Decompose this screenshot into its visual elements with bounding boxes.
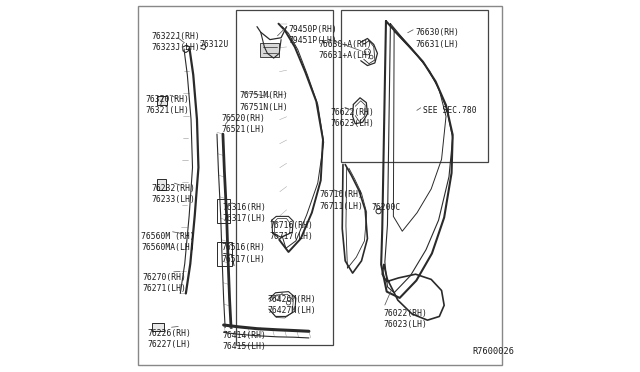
Text: 76414(RH)
76415(LH): 76414(RH) 76415(LH) xyxy=(223,331,267,352)
Text: 76622(RH)
76623(LH): 76622(RH) 76623(LH) xyxy=(330,108,374,128)
Text: 76630+A(RH)
76631+A(LH): 76630+A(RH) 76631+A(LH) xyxy=(318,39,372,60)
Text: 76520(RH)
76521(LH): 76520(RH) 76521(LH) xyxy=(222,114,266,134)
Bar xyxy=(236,10,333,344)
Text: 76320(RH)
76321(LH): 76320(RH) 76321(LH) xyxy=(145,95,189,115)
Text: 79450P(RH)
79451P(LH): 79450P(RH) 79451P(LH) xyxy=(289,25,337,45)
Bar xyxy=(342,10,488,162)
Text: 76226(RH)
76227(LH): 76226(RH) 76227(LH) xyxy=(148,329,191,349)
Text: 76232(RH)
76233(LH): 76232(RH) 76233(LH) xyxy=(152,184,195,204)
Text: 76751M(RH)
76751N(LH): 76751M(RH) 76751N(LH) xyxy=(239,92,289,112)
Text: 76270(RH)
76271(LH): 76270(RH) 76271(LH) xyxy=(143,273,187,293)
Text: 76022(RH)
76023(LH): 76022(RH) 76023(LH) xyxy=(384,309,428,329)
Text: 76710(RH)
76711(LH): 76710(RH) 76711(LH) xyxy=(319,190,363,211)
Bar xyxy=(157,179,166,190)
Text: 76630(RH)
76631(LH): 76630(RH) 76631(LH) xyxy=(415,29,460,49)
Text: 76716(RH)
76717(LH): 76716(RH) 76717(LH) xyxy=(269,221,313,241)
Text: 76560M (RH)
76560MA(LH): 76560M (RH) 76560MA(LH) xyxy=(141,232,195,253)
Text: 76516(RH)
76517(LH): 76516(RH) 76517(LH) xyxy=(222,243,266,263)
Text: R7600026: R7600026 xyxy=(473,347,515,356)
Text: SEE SEC.780: SEE SEC.780 xyxy=(423,106,477,115)
Bar xyxy=(260,43,279,57)
Bar xyxy=(217,241,232,266)
Text: 76426M(RH)
76427M(LH): 76426M(RH) 76427M(LH) xyxy=(268,295,316,315)
Text: 76322J(RH)
76323J(LH): 76322J(RH) 76323J(LH) xyxy=(152,32,200,52)
Text: 76200C: 76200C xyxy=(372,203,401,212)
Bar xyxy=(152,323,164,331)
Text: 76312U: 76312U xyxy=(200,39,229,49)
Bar xyxy=(217,199,230,223)
Text: 76316(RH)
76317(LH): 76316(RH) 76317(LH) xyxy=(223,203,267,223)
Bar xyxy=(157,96,167,105)
